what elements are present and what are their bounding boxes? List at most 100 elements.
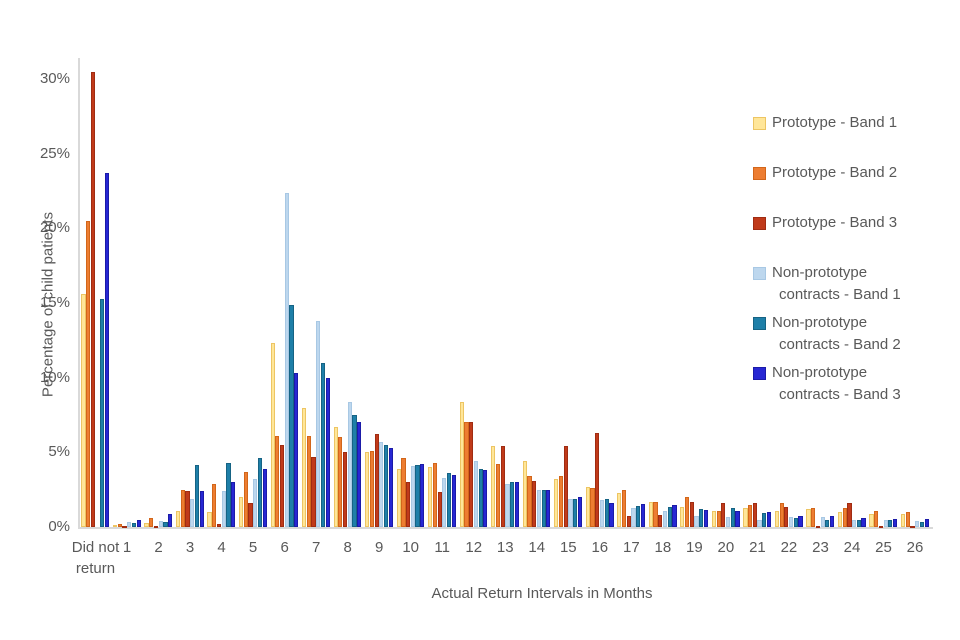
bar-non-prototype-contracts-band-3 — [294, 373, 299, 527]
x-tick-label: 8 — [343, 539, 352, 556]
bar-non-prototype-contracts-band-1 — [284, 193, 289, 527]
bar-prototype-band-1 — [238, 497, 244, 527]
bar-non-prototype-contracts-band-1 — [725, 517, 731, 527]
x-tick-label: 15 — [559, 539, 577, 556]
bar-prototype-band-2 — [558, 476, 564, 527]
bar-non-prototype-contracts-band-1 — [316, 321, 321, 527]
bar-prototype-band-1 — [837, 512, 843, 527]
bar-prototype-band-2 — [874, 511, 879, 527]
bar-prototype-band-3 — [595, 433, 600, 527]
legend-label: contracts - Band 1 — [779, 286, 901, 303]
x-tick-label: 19 — [686, 539, 703, 556]
bar-prototype-band-3 — [279, 445, 285, 527]
x-tick-label: 11 — [434, 539, 450, 556]
bar-non-prototype-contracts-band-1 — [757, 520, 762, 527]
bar-prototype-band-3 — [626, 516, 631, 527]
y-axis-line — [78, 58, 80, 528]
bar-prototype-band-3 — [689, 502, 694, 527]
bar-non-prototype-contracts-band-1 — [410, 466, 415, 527]
bar-non-prototype-contracts-band-2 — [856, 520, 861, 527]
bar-non-prototype-contracts-band-3 — [168, 514, 173, 527]
legend-label: Prototype - Band 2 — [772, 164, 898, 181]
bar-prototype-band-2 — [432, 463, 438, 527]
bar-non-prototype-contracts-band-1 — [127, 522, 132, 527]
bar-prototype-band-1 — [302, 408, 307, 527]
x-tick-label: 2 — [154, 539, 163, 556]
bar-non-prototype-contracts-band-2 — [320, 363, 326, 527]
bar-prototype-band-2 — [338, 437, 343, 527]
bar-prototype-band-2 — [401, 458, 406, 527]
y-tick-label: 15% — [39, 294, 70, 312]
bar-non-prototype-contracts-band-3 — [640, 504, 646, 527]
bar-prototype-band-3 — [847, 503, 852, 527]
bar-prototype-band-3 — [374, 434, 379, 527]
x-tick-label: 9 — [375, 539, 384, 556]
x-tick-label: 21 — [749, 539, 766, 556]
bar-prototype-band-1 — [806, 509, 811, 527]
bar-prototype-band-3 — [469, 422, 474, 527]
x-tick-label: 5 — [248, 539, 258, 556]
legend-item: Prototype - Band 1 — [753, 112, 953, 134]
bar-prototype-band-2 — [684, 497, 690, 527]
bar-non-prototype-contracts-band-2 — [762, 513, 767, 527]
bar-non-prototype-contracts-band-1 — [599, 500, 605, 527]
bar-non-prototype-contracts-band-2 — [446, 473, 452, 527]
bar-prototype-band-1 — [774, 511, 780, 527]
bar-prototype-band-2 — [527, 476, 532, 527]
x-tick-label: 26 — [906, 539, 924, 556]
x-axis-line — [78, 527, 933, 529]
bar-prototype-band-1 — [711, 511, 716, 527]
bar-prototype-band-1 — [900, 514, 906, 527]
bar-prototype-band-2 — [86, 221, 91, 527]
bar-prototype-band-1 — [144, 523, 149, 527]
bar-prototype-band-3 — [248, 503, 253, 527]
bar-prototype-band-3 — [90, 72, 96, 527]
bar-non-prototype-contracts-band-3 — [388, 448, 393, 527]
bar-prototype-band-3 — [185, 491, 190, 527]
bar-prototype-band-2 — [180, 490, 185, 527]
bar-non-prototype-contracts-band-2 — [415, 465, 420, 527]
bar-non-prototype-contracts-band-1 — [568, 499, 573, 527]
bar-prototype-band-3 — [815, 526, 820, 528]
bar-non-prototype-contracts-band-1 — [253, 479, 258, 527]
legend-label: Non-prototype — [772, 314, 868, 331]
bar-non-prototype-contracts-band-2 — [730, 508, 735, 527]
bar-non-prototype-contracts-band-3 — [262, 469, 267, 527]
bar-non-prototype-contracts-band-3 — [703, 510, 709, 527]
legend-item: Non-prototype contracts - Band 3 — [753, 362, 953, 406]
x-tick-label: 24 — [843, 539, 861, 556]
bar-non-prototype-contracts-band-2 — [573, 499, 578, 527]
bar-prototype-band-1 — [585, 487, 590, 527]
bar-non-prototype-contracts-band-3 — [829, 516, 835, 527]
x-tick-label: 6 — [280, 539, 289, 556]
bar-prototype-band-3 — [122, 526, 127, 528]
bar-non-prototype-contracts-band-3 — [766, 512, 772, 527]
bar-prototype-band-1 — [648, 502, 653, 527]
bar-prototype-band-2 — [495, 464, 501, 527]
bar-non-prototype-contracts-band-2 — [510, 482, 515, 527]
bar-non-prototype-contracts-band-1 — [190, 499, 195, 527]
legend-swatch — [753, 317, 766, 330]
bar-non-prototype-contracts-band-2 — [383, 445, 389, 527]
bar-prototype-band-1 — [617, 493, 622, 527]
bar-non-prototype-contracts-band-2 — [163, 522, 168, 527]
bar-prototype-band-3 — [437, 492, 442, 527]
bar-non-prototype-contracts-band-2 — [478, 469, 483, 527]
legend-item: Non-prototype contracts - Band 1 — [753, 262, 953, 306]
bar-prototype-band-3 — [532, 481, 537, 527]
bar-prototype-band-1 — [333, 427, 338, 527]
x-tick-label: Did not return — [71, 539, 120, 577]
bar-non-prototype-contracts-band-1 — [662, 511, 668, 527]
legend-item: Prototype - Band 2 — [753, 162, 953, 184]
bar-prototype-band-2 — [369, 451, 374, 527]
x-tick-label: 13 — [496, 539, 514, 556]
bar-non-prototype-contracts-band-3 — [231, 482, 236, 527]
bar-prototype-band-3 — [153, 526, 159, 528]
legend-label: Non-prototype — [772, 264, 868, 281]
bar-non-prototype-contracts-band-2 — [888, 520, 893, 527]
bar-prototype-band-1 — [680, 507, 685, 527]
bar-prototype-band-1 — [459, 402, 464, 527]
legend-swatch — [753, 267, 766, 280]
bar-non-prototype-contracts-band-2 — [825, 520, 830, 527]
bar-prototype-band-2 — [842, 508, 847, 527]
